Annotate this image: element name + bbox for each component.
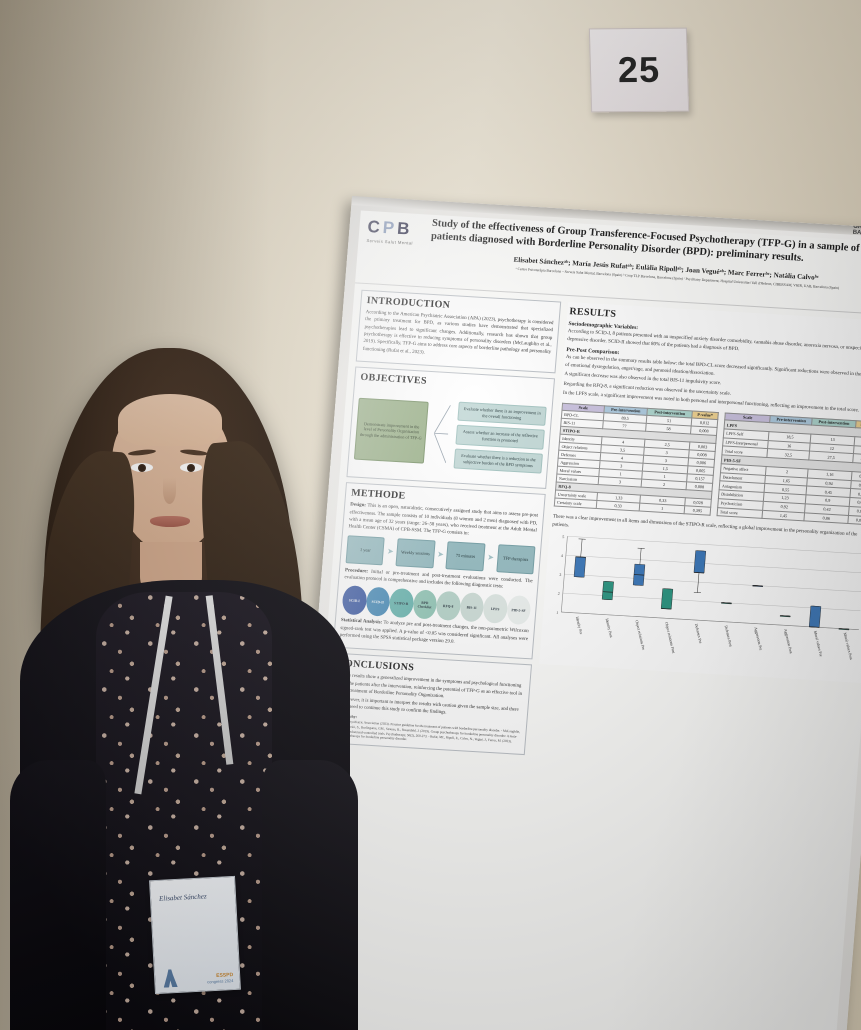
- objectives-diagram: Demonstrate improvement in the level of …: [353, 386, 548, 483]
- poster-paper: CPB Serveis Salut Mental GRUP TLP BARCEL…: [294, 208, 861, 1030]
- x-tick-label: Defenses Post: [724, 625, 733, 648]
- x-tick-label: Object relations Post: [664, 622, 676, 655]
- box: [601, 581, 614, 601]
- gridline: [564, 574, 861, 593]
- median-line: [752, 585, 763, 587]
- poster-columns: INTRODUCTION According to the American P…: [318, 283, 861, 780]
- objectives-arrows-svg: [433, 405, 451, 464]
- objectives-connector-lines: [431, 391, 452, 478]
- median-line: [838, 628, 850, 630]
- x-tick-label: Aggression Pre: [753, 627, 763, 651]
- poster-right-column: RESULTS Sociodemographic Variables: Acco…: [531, 301, 861, 780]
- section-results: RESULTS Sociodemographic Variables: Acco…: [539, 301, 861, 684]
- median-line: [780, 615, 791, 617]
- y-tick-label: 3: [559, 572, 561, 577]
- median-line: [809, 626, 820, 629]
- x-tick-label: Moral values Post: [843, 632, 854, 661]
- person-presenter: Elisabet Sánchez ESSPD congress 2024: [0, 330, 360, 1030]
- y-tick-label: 5: [562, 534, 564, 539]
- arm-left: [10, 760, 106, 1030]
- y-tick-label: 1: [556, 610, 558, 615]
- y-tick-label: 2: [558, 591, 560, 596]
- gridline: [565, 555, 861, 574]
- y-axis: [560, 536, 568, 613]
- mouth: [150, 516, 190, 527]
- x-tick-label: Identity Post: [605, 618, 614, 639]
- section-objectives: OBJECTIVES Demonstrate improvement in th…: [346, 366, 556, 490]
- x-tick-label: Moral values Pre: [813, 631, 823, 658]
- eye-left: [131, 463, 153, 472]
- x-tick-label: Identity Pre: [575, 617, 583, 636]
- y-tick-label: 4: [561, 553, 563, 558]
- arm-right: [262, 760, 358, 1030]
- poster-left-column: INTRODUCTION According to the American P…: [325, 289, 562, 761]
- x-tick-label: Object relations Pre: [634, 620, 645, 651]
- poster-board: CPB Serveis Salut Mental GRUP TLP BARCEL…: [283, 196, 861, 1030]
- median-line: [633, 574, 645, 576]
- median-line: [575, 556, 586, 559]
- x-tick-label: Defenses Pre: [694, 624, 703, 645]
- median-line: [602, 591, 613, 593]
- median-line: [661, 608, 672, 610]
- median-line: [693, 572, 705, 574]
- forehead: [118, 394, 222, 446]
- eye-right: [180, 463, 202, 472]
- x-tick-label: Aggression Post: [783, 629, 793, 655]
- gridline: [567, 536, 861, 555]
- nose: [163, 478, 176, 504]
- boxplot-svg: 1 2 3 4 5 Identity Pre Identity Post Object rel…: [556, 534, 861, 661]
- median-line: [721, 602, 732, 604]
- stipo-r-boxplot: 1 2 3 4 5 Identity Pre Identity Post Object rel…: [541, 531, 861, 679]
